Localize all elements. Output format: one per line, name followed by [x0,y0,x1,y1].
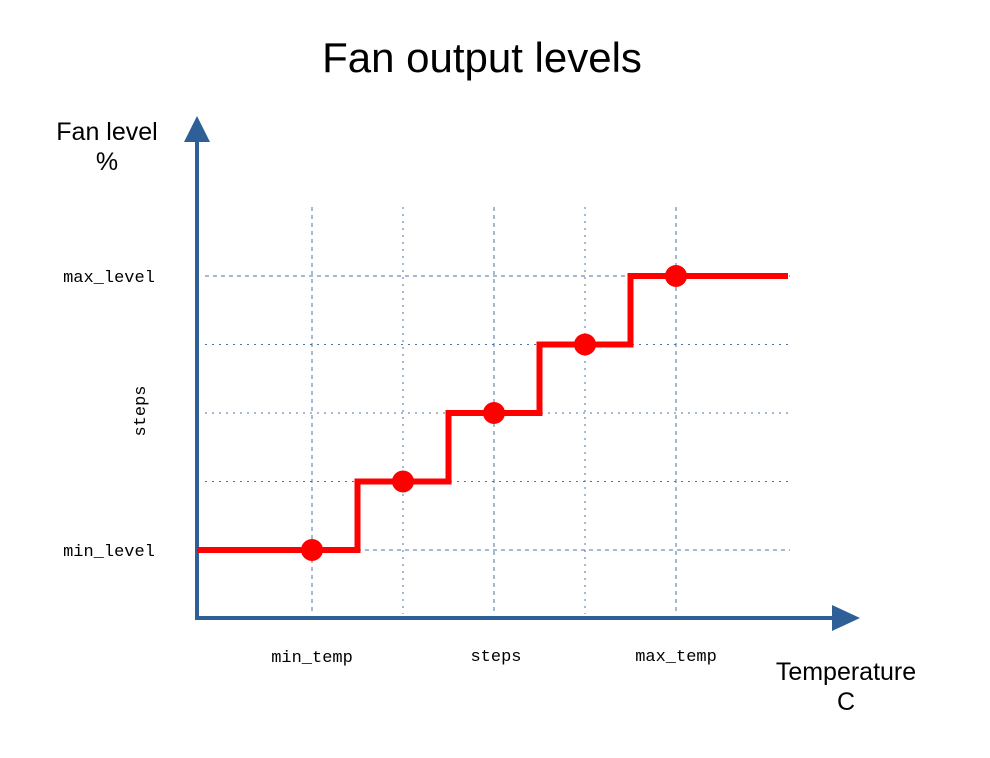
y-tick-label-max-level: max_level [63,269,155,288]
chart-title: Fan output levels [322,34,642,81]
data-point [301,539,323,561]
data-point [574,333,596,356]
data-point [483,402,505,424]
y-axis-arrowhead [184,116,210,142]
series-layer [197,265,788,561]
x-tick-label-min-temp: min_temp [271,649,353,668]
x-tick-label-max-temp: max_temp [635,648,717,667]
x-axis-arrowhead [832,605,860,631]
x-axis-title-line1: Temperature [776,658,916,686]
y-axis-title-line2: % [96,148,118,176]
y-tick-label-min-level: min_level [63,543,155,562]
axis-layer [184,116,860,631]
data-point [665,265,687,287]
x-axis-title-line2: C [837,688,855,716]
label-layer: Fan output levels Fan level % Temperatur… [56,34,916,716]
y-axis-title-line1: Fan level [56,118,157,146]
y-axis-annotation-steps: steps [132,385,151,436]
x-tick-label-steps: steps [470,648,521,667]
data-point [392,470,414,493]
